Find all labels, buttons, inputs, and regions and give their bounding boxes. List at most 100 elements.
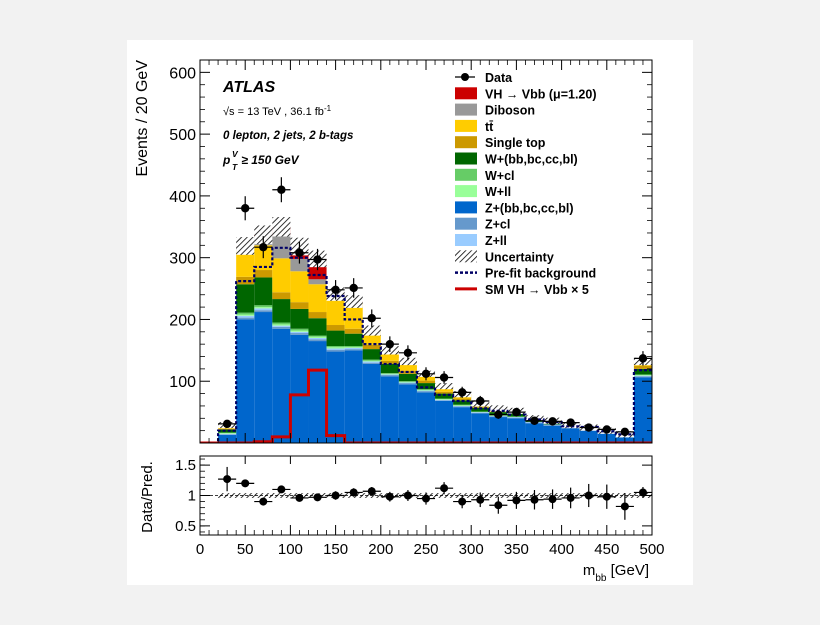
stack-bar: [633, 375, 652, 377]
stack-bar: [398, 381, 417, 382]
legend-label: W+ll: [485, 185, 511, 199]
stack-bar: [254, 277, 273, 306]
uncertainty-hatch: [362, 325, 381, 336]
legend-label: Single top: [485, 136, 546, 150]
ratio-point: [223, 475, 232, 484]
legend-swatch: [455, 152, 477, 165]
stack-bar: [308, 337, 327, 340]
stack-bar: [633, 365, 652, 369]
main-panel: 100 200 300 400 500 600 Events / 20 GeV ATLAS…: [134, 59, 653, 444]
stack-bar: [453, 404, 472, 406]
data-point: [313, 255, 322, 264]
ratio-point: [385, 492, 394, 501]
stack-bar: [362, 363, 381, 443]
stack-bar: [272, 326, 291, 329]
stack-bar: [290, 333, 309, 335]
stack-bar: [326, 297, 345, 326]
ratio-y-axis-label: Data/Pred.: [139, 461, 156, 533]
stack-bar: [362, 344, 381, 350]
ratio-point: [638, 488, 647, 497]
stack-bar: [380, 373, 399, 375]
data-point: [602, 425, 611, 434]
stack-bar: [435, 393, 454, 399]
data-point: [494, 410, 503, 419]
stack-bar: [453, 405, 472, 407]
ratio-uncertainty-band: [489, 493, 508, 498]
atlas-annotation: ATLAS √s = 13 TeV , 36.1 fb-1 0 lepton, …: [222, 79, 353, 172]
x-tick-label: 400: [549, 541, 574, 558]
stack-bar: [236, 284, 255, 313]
stack-bar: [398, 373, 417, 382]
stack-bar: [471, 412, 490, 413]
stack-bar: [254, 305, 273, 308]
stack-bar: [362, 359, 381, 361]
data-point: [421, 369, 431, 379]
selection-label: 0 lepton, 2 jets, 2 b-tags: [223, 130, 353, 142]
y-tick-label: 300: [169, 251, 196, 268]
ratio-uncertainty-band: [435, 493, 454, 498]
stack-bar: [471, 407, 490, 412]
legend-swatch: [455, 103, 477, 116]
stack-bar: [308, 339, 327, 342]
data-point: [638, 354, 648, 363]
figure-card: 100 200 300 400 500 600 Events / 20 GeV ATLAS…: [127, 40, 693, 585]
legend-label: Diboson: [485, 104, 535, 118]
ratio-point: [241, 479, 250, 488]
stack-bar: [236, 319, 255, 443]
stack-bar: [471, 412, 490, 414]
stack-bar: [380, 363, 399, 374]
x-tick-label: 450: [594, 541, 619, 558]
stack-bar: [290, 331, 309, 334]
stack-bar: [435, 391, 454, 394]
atlas-label: ATLAS: [222, 79, 275, 96]
stack-bar: [453, 405, 472, 406]
stack-bar: [416, 380, 436, 384]
uncertainty-hatch: [435, 383, 454, 390]
x-tick-label: 300: [459, 541, 484, 558]
legend-swatch: [455, 168, 477, 181]
stack-bar: [326, 349, 345, 352]
stack-bar: [398, 362, 417, 371]
legend-swatch: [455, 217, 477, 230]
legend-label: Z+cl: [485, 218, 510, 232]
prefit-background-line: [200, 246, 652, 443]
stack-bar: [380, 374, 399, 376]
stack-bar: [218, 428, 237, 430]
legend-label: Uncertainty: [485, 250, 554, 264]
ratio-panel: 0.5 1 1.5 0 50 100 150 200 250 300 350 400 450 500 D…: [139, 455, 665, 584]
stack-bar: [290, 258, 309, 272]
stack-bar: [435, 398, 454, 400]
stack-bar: [254, 310, 273, 313]
stack-bar: [416, 389, 436, 390]
stack-bar: [633, 377, 652, 443]
stack-bar: [380, 376, 399, 443]
stack-bar: [398, 383, 417, 385]
ratio-uncertainty-band: [254, 493, 273, 498]
stack-bar: [344, 302, 363, 329]
stack-bar: [308, 312, 327, 319]
stack-bar: [416, 390, 436, 392]
data-point: [530, 416, 539, 425]
data-point: [476, 396, 485, 406]
stack-bar: [633, 376, 652, 378]
x-tick-label: 50: [237, 541, 254, 558]
stack-bar: [290, 302, 309, 309]
stack-bar: [236, 314, 255, 316]
energy-lumi-label: √s = 13 TeV , 36.1 fb-1: [223, 104, 332, 119]
ratio-y-tick-label: 1: [188, 488, 196, 505]
stack-bar: [236, 312, 255, 315]
ratio-point: [277, 485, 286, 494]
stack-bar: [471, 413, 490, 443]
stack-bar: [435, 400, 454, 443]
data-point: [277, 185, 286, 194]
legend-label: tt̄: [485, 120, 494, 134]
stack-bar: [435, 399, 454, 401]
x-tick-label: 250: [413, 541, 438, 558]
data-point: [385, 339, 395, 349]
x-tick-label: 350: [504, 541, 529, 558]
stack-bar: [633, 375, 652, 376]
stack-bar: [254, 308, 273, 311]
legend-label: W+(bb,bc,cc,bl): [485, 153, 578, 167]
legend-swatch: [455, 201, 477, 214]
